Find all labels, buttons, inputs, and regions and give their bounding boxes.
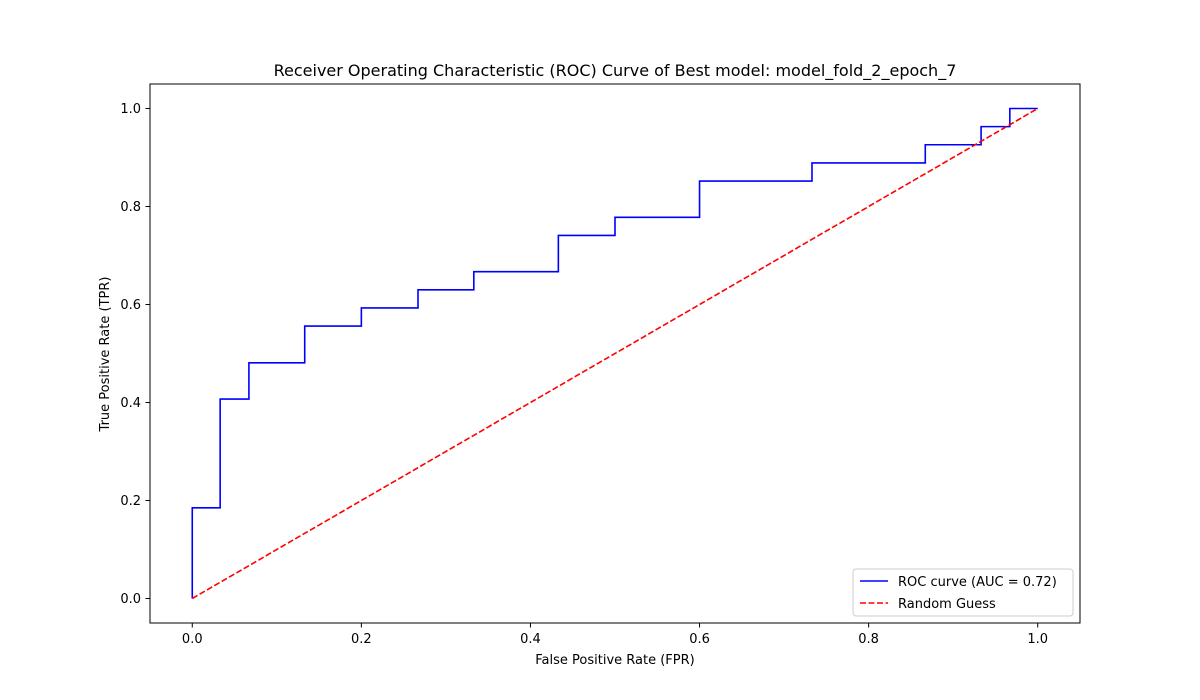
x-tick-label: 1.0 xyxy=(1027,632,1048,647)
plot-area xyxy=(149,83,1081,624)
x-tick-label: 0.2 xyxy=(351,632,372,647)
legend-label-roc: ROC curve (AUC = 0.72) xyxy=(898,575,1057,590)
x-axis-ticks: 0.0 0.2 0.4 0.6 0.8 1.0 xyxy=(182,623,1048,647)
y-axis-ticks: 0.0 0.2 0.4 0.6 0.8 1.0 xyxy=(120,102,150,607)
y-tick-label: 0.8 xyxy=(120,200,141,215)
roc-curve-line xyxy=(191,107,1038,599)
legend: ROC curve (AUC = 0.72) Random Guess xyxy=(852,568,1074,617)
x-tick-label: 0.0 xyxy=(182,632,203,647)
legend-label-random-guess: Random Guess xyxy=(898,597,996,612)
y-tick-label: 0.2 xyxy=(120,494,141,509)
series-layer xyxy=(191,107,1039,600)
x-tick-label: 0.8 xyxy=(858,632,879,647)
y-tick-label: 0.6 xyxy=(120,298,141,313)
y-axis-label: True Positive Rate (TPR) xyxy=(98,277,113,433)
axes-frame xyxy=(149,83,1081,624)
y-tick-label: 0.4 xyxy=(120,396,141,411)
random-guess-line xyxy=(191,107,1039,600)
y-tick-label: 0.0 xyxy=(120,592,141,607)
x-tick-label: 0.6 xyxy=(689,632,710,647)
chart-title: Receiver Operating Characteristic (ROC) … xyxy=(274,61,957,81)
x-tick-label: 0.4 xyxy=(520,632,541,647)
x-axis-label: False Positive Rate (FPR) xyxy=(535,653,694,668)
legend-box xyxy=(852,568,1074,617)
y-tick-label: 1.0 xyxy=(120,102,141,117)
